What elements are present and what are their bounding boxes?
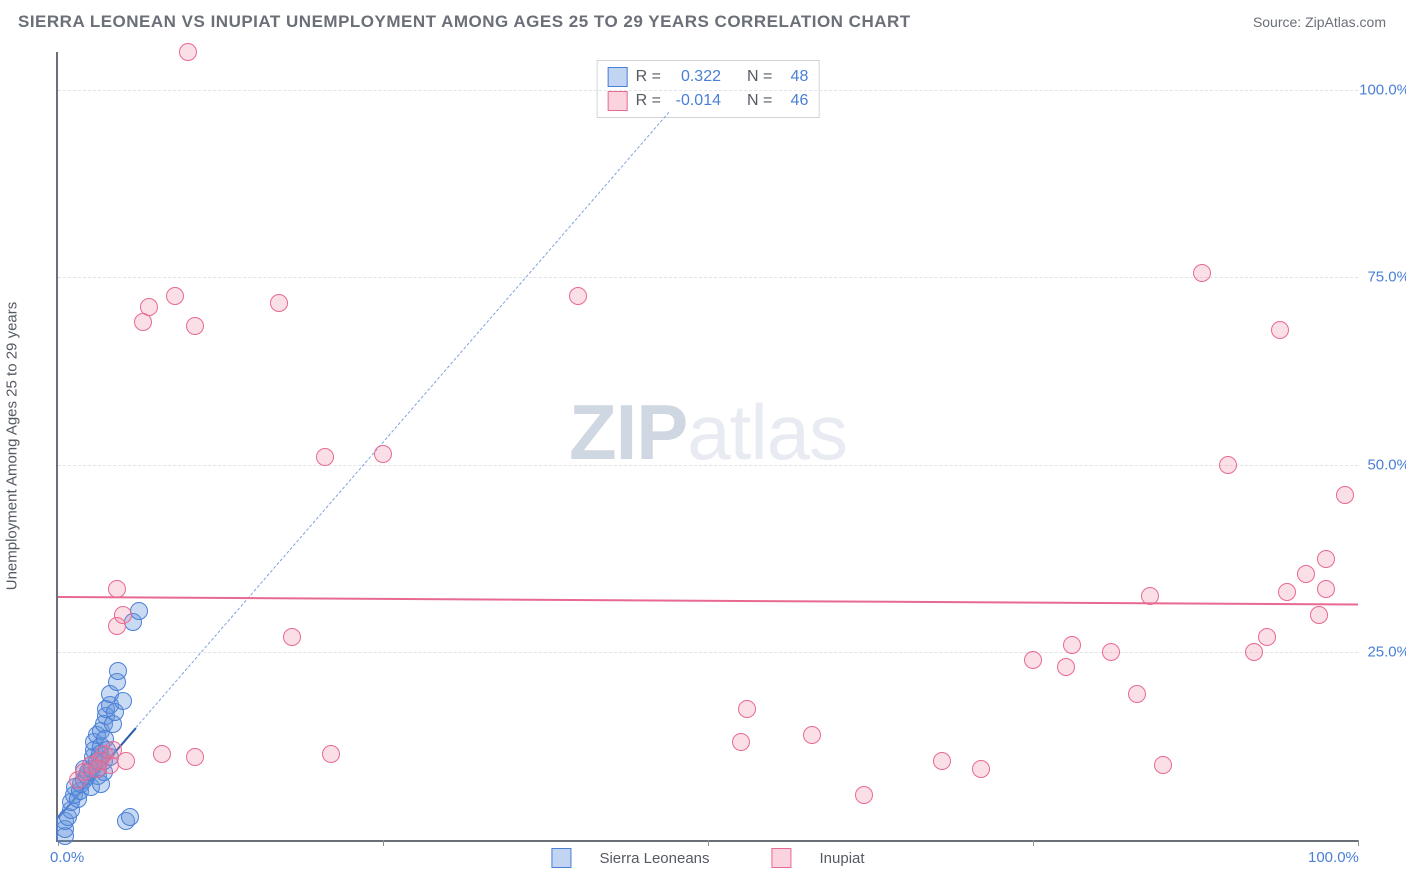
data-point <box>186 748 204 766</box>
stat-row-2: R = -0.014 N = 46 <box>608 89 809 113</box>
data-point <box>117 752 135 770</box>
r-value: 0.322 <box>669 65 721 89</box>
watermark-bold: ZIP <box>569 388 687 476</box>
data-point <box>855 786 873 804</box>
data-point <box>130 602 148 620</box>
n-value: 46 <box>780 89 808 113</box>
gridline <box>58 277 1358 278</box>
n-label: N = <box>747 65 772 89</box>
data-point <box>1024 651 1042 669</box>
data-point <box>140 298 158 316</box>
legend-swatch-pink <box>772 848 792 868</box>
data-point <box>186 317 204 335</box>
data-point <box>1297 565 1315 583</box>
gridline <box>58 652 1358 653</box>
legend-swatch-blue <box>551 848 571 868</box>
data-point <box>1219 456 1237 474</box>
watermark-rest: atlas <box>687 388 847 476</box>
data-point <box>1317 580 1335 598</box>
data-point <box>732 733 750 751</box>
data-point <box>1193 264 1211 282</box>
data-point <box>114 606 132 624</box>
data-point <box>1141 587 1159 605</box>
y-tick-label: 25.0% <box>1346 644 1406 661</box>
r-label: R = <box>636 89 661 113</box>
data-point <box>1102 643 1120 661</box>
trend-line <box>136 112 670 728</box>
data-point <box>1336 486 1354 504</box>
data-point <box>1271 321 1289 339</box>
data-point <box>1317 550 1335 568</box>
data-point <box>1245 643 1263 661</box>
legend-label-2: Inupiat <box>820 850 865 867</box>
data-point <box>1057 658 1075 676</box>
data-point <box>153 745 171 763</box>
gridline <box>58 90 1358 91</box>
x-tick-mark <box>383 840 384 846</box>
data-point <box>114 692 132 710</box>
data-point <box>1128 685 1146 703</box>
x-tick-mark <box>1033 840 1034 846</box>
data-point <box>1154 756 1172 774</box>
stat-swatch-blue <box>608 67 628 87</box>
plot-area: ZIPatlas R = 0.322 N = 48 R = -0.014 N =… <box>56 52 1358 842</box>
data-point <box>374 445 392 463</box>
r-value: -0.014 <box>669 89 721 113</box>
data-point <box>1278 583 1296 601</box>
stat-swatch-pink <box>608 91 628 111</box>
data-point <box>283 628 301 646</box>
chart-container: SIERRA LEONEAN VS INUPIAT UNEMPLOYMENT A… <box>0 0 1406 892</box>
r-label: R = <box>636 65 661 89</box>
y-axis-label: Unemployment Among Ages 25 to 29 years <box>4 302 21 591</box>
x-tick-label: 100.0% <box>1308 849 1359 866</box>
data-point <box>738 700 756 718</box>
data-point <box>569 287 587 305</box>
chart-title: SIERRA LEONEAN VS INUPIAT UNEMPLOYMENT A… <box>18 12 911 32</box>
data-point <box>316 448 334 466</box>
n-value: 48 <box>780 65 808 89</box>
data-point <box>166 287 184 305</box>
source-label: Source: ZipAtlas.com <box>1253 14 1386 30</box>
data-point <box>1063 636 1081 654</box>
x-tick-mark <box>708 840 709 846</box>
x-tick-label: 0.0% <box>50 849 84 866</box>
data-point <box>270 294 288 312</box>
x-tick-mark <box>1358 840 1359 846</box>
trend-line <box>58 596 1358 606</box>
data-point <box>322 745 340 763</box>
legend-label-1: Sierra Leoneans <box>599 850 709 867</box>
data-point <box>1258 628 1276 646</box>
data-point <box>108 580 126 598</box>
stat-row-1: R = 0.322 N = 48 <box>608 65 809 89</box>
data-point <box>179 43 197 61</box>
data-point <box>121 808 139 826</box>
data-point <box>803 726 821 744</box>
n-label: N = <box>747 89 772 113</box>
y-tick-label: 100.0% <box>1346 81 1406 98</box>
gridline <box>58 465 1358 466</box>
y-tick-label: 75.0% <box>1346 269 1406 286</box>
data-point <box>933 752 951 770</box>
legend: Sierra Leoneans Inupiat <box>551 848 864 868</box>
data-point <box>1310 606 1328 624</box>
data-point <box>972 760 990 778</box>
y-tick-label: 50.0% <box>1346 456 1406 473</box>
data-point <box>109 662 127 680</box>
